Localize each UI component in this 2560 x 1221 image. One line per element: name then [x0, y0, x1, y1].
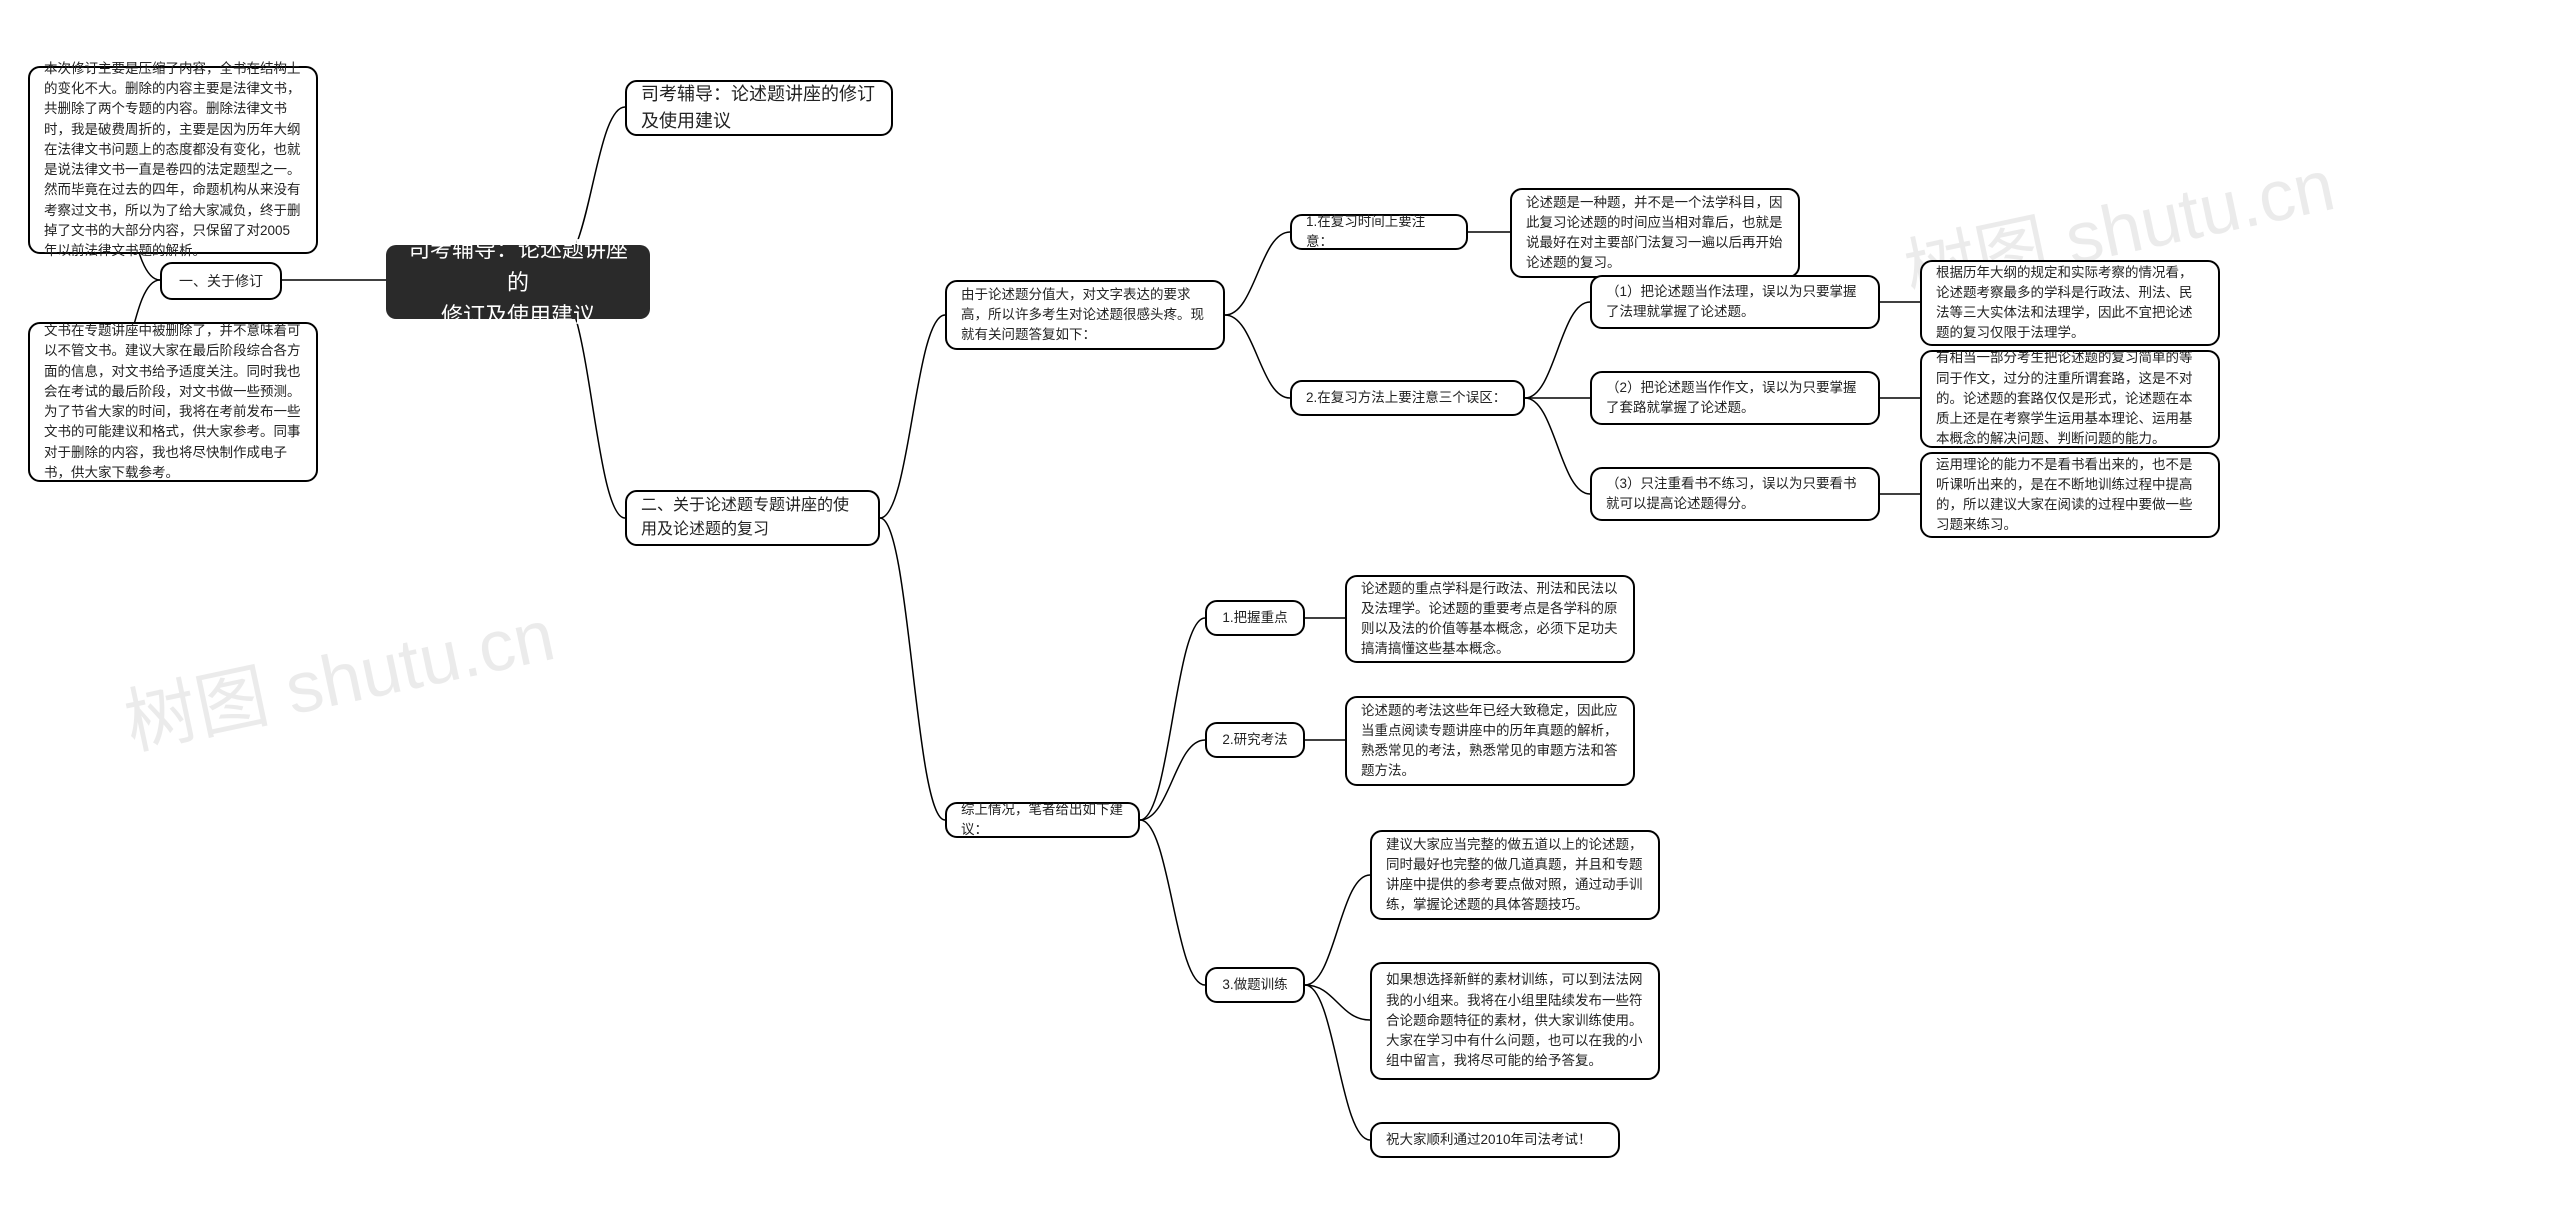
- s3-t2: 如果想选择新鲜的素材训练，可以到法法网我的小组来。我将在小组里陆续发布一些符合论…: [1370, 962, 1660, 1080]
- s1-text: 论述题的重点学科是行政法、刑法和民法以及法理学。论述题的重要考点是各学科的原则以…: [1345, 575, 1635, 663]
- review-method-label-text: 2.在复习方法上要注意三个误区：: [1306, 388, 1506, 408]
- left-section-title: 一、关于修订: [160, 262, 282, 300]
- m2-text: 有相当一部分考生把论述题的复习简单的等同于作文，过分的注重所谓套路，这是不对的。…: [1920, 350, 2220, 448]
- m1-text: 根据历年大纲的规定和实际考察的情况看，论述题考察最多的学科是行政法、刑法、民法等…: [1920, 260, 2220, 346]
- right-top-title: 司考辅导：论述题讲座的修订及使用建议: [625, 80, 893, 136]
- s3-t3: 祝大家顺利通过2010年司法考试！: [1370, 1122, 1620, 1158]
- root-node: 司考辅导：论述题讲座的 修订及使用建议: [386, 245, 650, 319]
- s2-text-content: 论述题的考法这些年已经大致稳定，因此应当重点阅读专题讲座中的历年真题的解析，熟悉…: [1361, 701, 1619, 782]
- m1-label-text: （1）把论述题当作法理，误以为只要掌握了法理就掌握了论述题。: [1606, 282, 1864, 323]
- review-time-label-text: 1.在复习时间上要注意：: [1306, 212, 1452, 253]
- root-label: 司考辅导：论述题讲座的 修订及使用建议: [400, 233, 636, 332]
- suggest-label: 综上情况，笔者给出如下建议：: [945, 802, 1140, 838]
- s2-label-text: 2.研究考法: [1222, 730, 1287, 750]
- m3-text: 运用理论的能力不是看书看出来的，也不是听课听出来的，是在不断地训练过程中提高的，…: [1920, 452, 2220, 538]
- section2-title-text: 二、关于论述题专题讲座的使用及论述题的复习: [641, 494, 864, 542]
- s1-label: 1.把握重点: [1205, 600, 1305, 636]
- m3-label-text: （3）只注重看书不练习，误以为只要看书就可以提高论述题得分。: [1606, 474, 1864, 515]
- left-section-title-text: 一、关于修订: [179, 271, 263, 292]
- left-p1: 本次修订主要是压缩了内容，全书在结构上的变化不大。删除的内容主要是法律文书，共删…: [28, 66, 318, 254]
- review-time-text: 论述题是一种题，并不是一个法学科目，因此复习论述题的时间应当相对靠后，也就是说最…: [1510, 188, 1800, 278]
- m1-label: （1）把论述题当作法理，误以为只要掌握了法理就掌握了论述题。: [1590, 275, 1880, 329]
- s1-text-content: 论述题的重点学科是行政法、刑法和民法以及法理学。论述题的重要考点是各学科的原则以…: [1361, 579, 1619, 660]
- intro-text: 由于论述题分值大，对文字表达的要求高，所以许多考生对论述题很感头疼。现就有关问题…: [961, 285, 1209, 346]
- suggest-label-text: 综上情况，笔者给出如下建议：: [961, 800, 1124, 841]
- s3-t3-text: 祝大家顺利通过2010年司法考试！: [1386, 1130, 1592, 1150]
- m2-text-content: 有相当一部分考生把论述题的复习简单的等同于作文，过分的注重所谓套路，这是不对的。…: [1936, 348, 2204, 449]
- s3-t1-text: 建议大家应当完整的做五道以上的论述题，同时最好也完整的做几道真题，并且和专题讲座…: [1386, 835, 1644, 916]
- m2-label: （2）把论述题当作作文，误以为只要掌握了套路就掌握了论述题。: [1590, 371, 1880, 425]
- m1-text-content: 根据历年大纲的规定和实际考察的情况看，论述题考察最多的学科是行政法、刑法、民法等…: [1936, 263, 2204, 344]
- s1-label-text: 1.把握重点: [1222, 608, 1287, 628]
- left-p1-text: 本次修订主要是压缩了内容，全书在结构上的变化不大。删除的内容主要是法律文书，共删…: [44, 59, 302, 262]
- m3-label: （3）只注重看书不练习，误以为只要看书就可以提高论述题得分。: [1590, 467, 1880, 521]
- left-p2-text: 文书在专题讲座中被删除了，并不意味着可以不管文书。建议大家在最后阶段综合各方面的…: [44, 321, 302, 483]
- s2-label: 2.研究考法: [1205, 722, 1305, 758]
- left-p2: 文书在专题讲座中被删除了，并不意味着可以不管文书。建议大家在最后阶段综合各方面的…: [28, 322, 318, 482]
- review-method-label: 2.在复习方法上要注意三个误区：: [1290, 380, 1525, 416]
- intro-node: 由于论述题分值大，对文字表达的要求高，所以许多考生对论述题很感头疼。现就有关问题…: [945, 280, 1225, 350]
- s3-label: 3.做题训练: [1205, 967, 1305, 1003]
- review-time-text-content: 论述题是一种题，并不是一个法学科目，因此复习论述题的时间应当相对靠后，也就是说最…: [1526, 193, 1784, 274]
- review-time-label: 1.在复习时间上要注意：: [1290, 214, 1468, 250]
- s3-t2-text: 如果想选择新鲜的素材训练，可以到法法网我的小组来。我将在小组里陆续发布一些符合论…: [1386, 970, 1644, 1071]
- m3-text-content: 运用理论的能力不是看书看出来的，也不是听课听出来的，是在不断地训练过程中提高的，…: [1936, 455, 2204, 536]
- s3-label-text: 3.做题训练: [1222, 975, 1287, 995]
- section2-title: 二、关于论述题专题讲座的使用及论述题的复习: [625, 490, 880, 546]
- right-top-title-text: 司考辅导：论述题讲座的修订及使用建议: [641, 81, 877, 135]
- m2-label-text: （2）把论述题当作作文，误以为只要掌握了套路就掌握了论述题。: [1606, 378, 1864, 419]
- watermark: 树图 shutu.cn: [114, 576, 562, 769]
- s2-text: 论述题的考法这些年已经大致稳定，因此应当重点阅读专题讲座中的历年真题的解析，熟悉…: [1345, 696, 1635, 786]
- s3-t1: 建议大家应当完整的做五道以上的论述题，同时最好也完整的做几道真题，并且和专题讲座…: [1370, 830, 1660, 920]
